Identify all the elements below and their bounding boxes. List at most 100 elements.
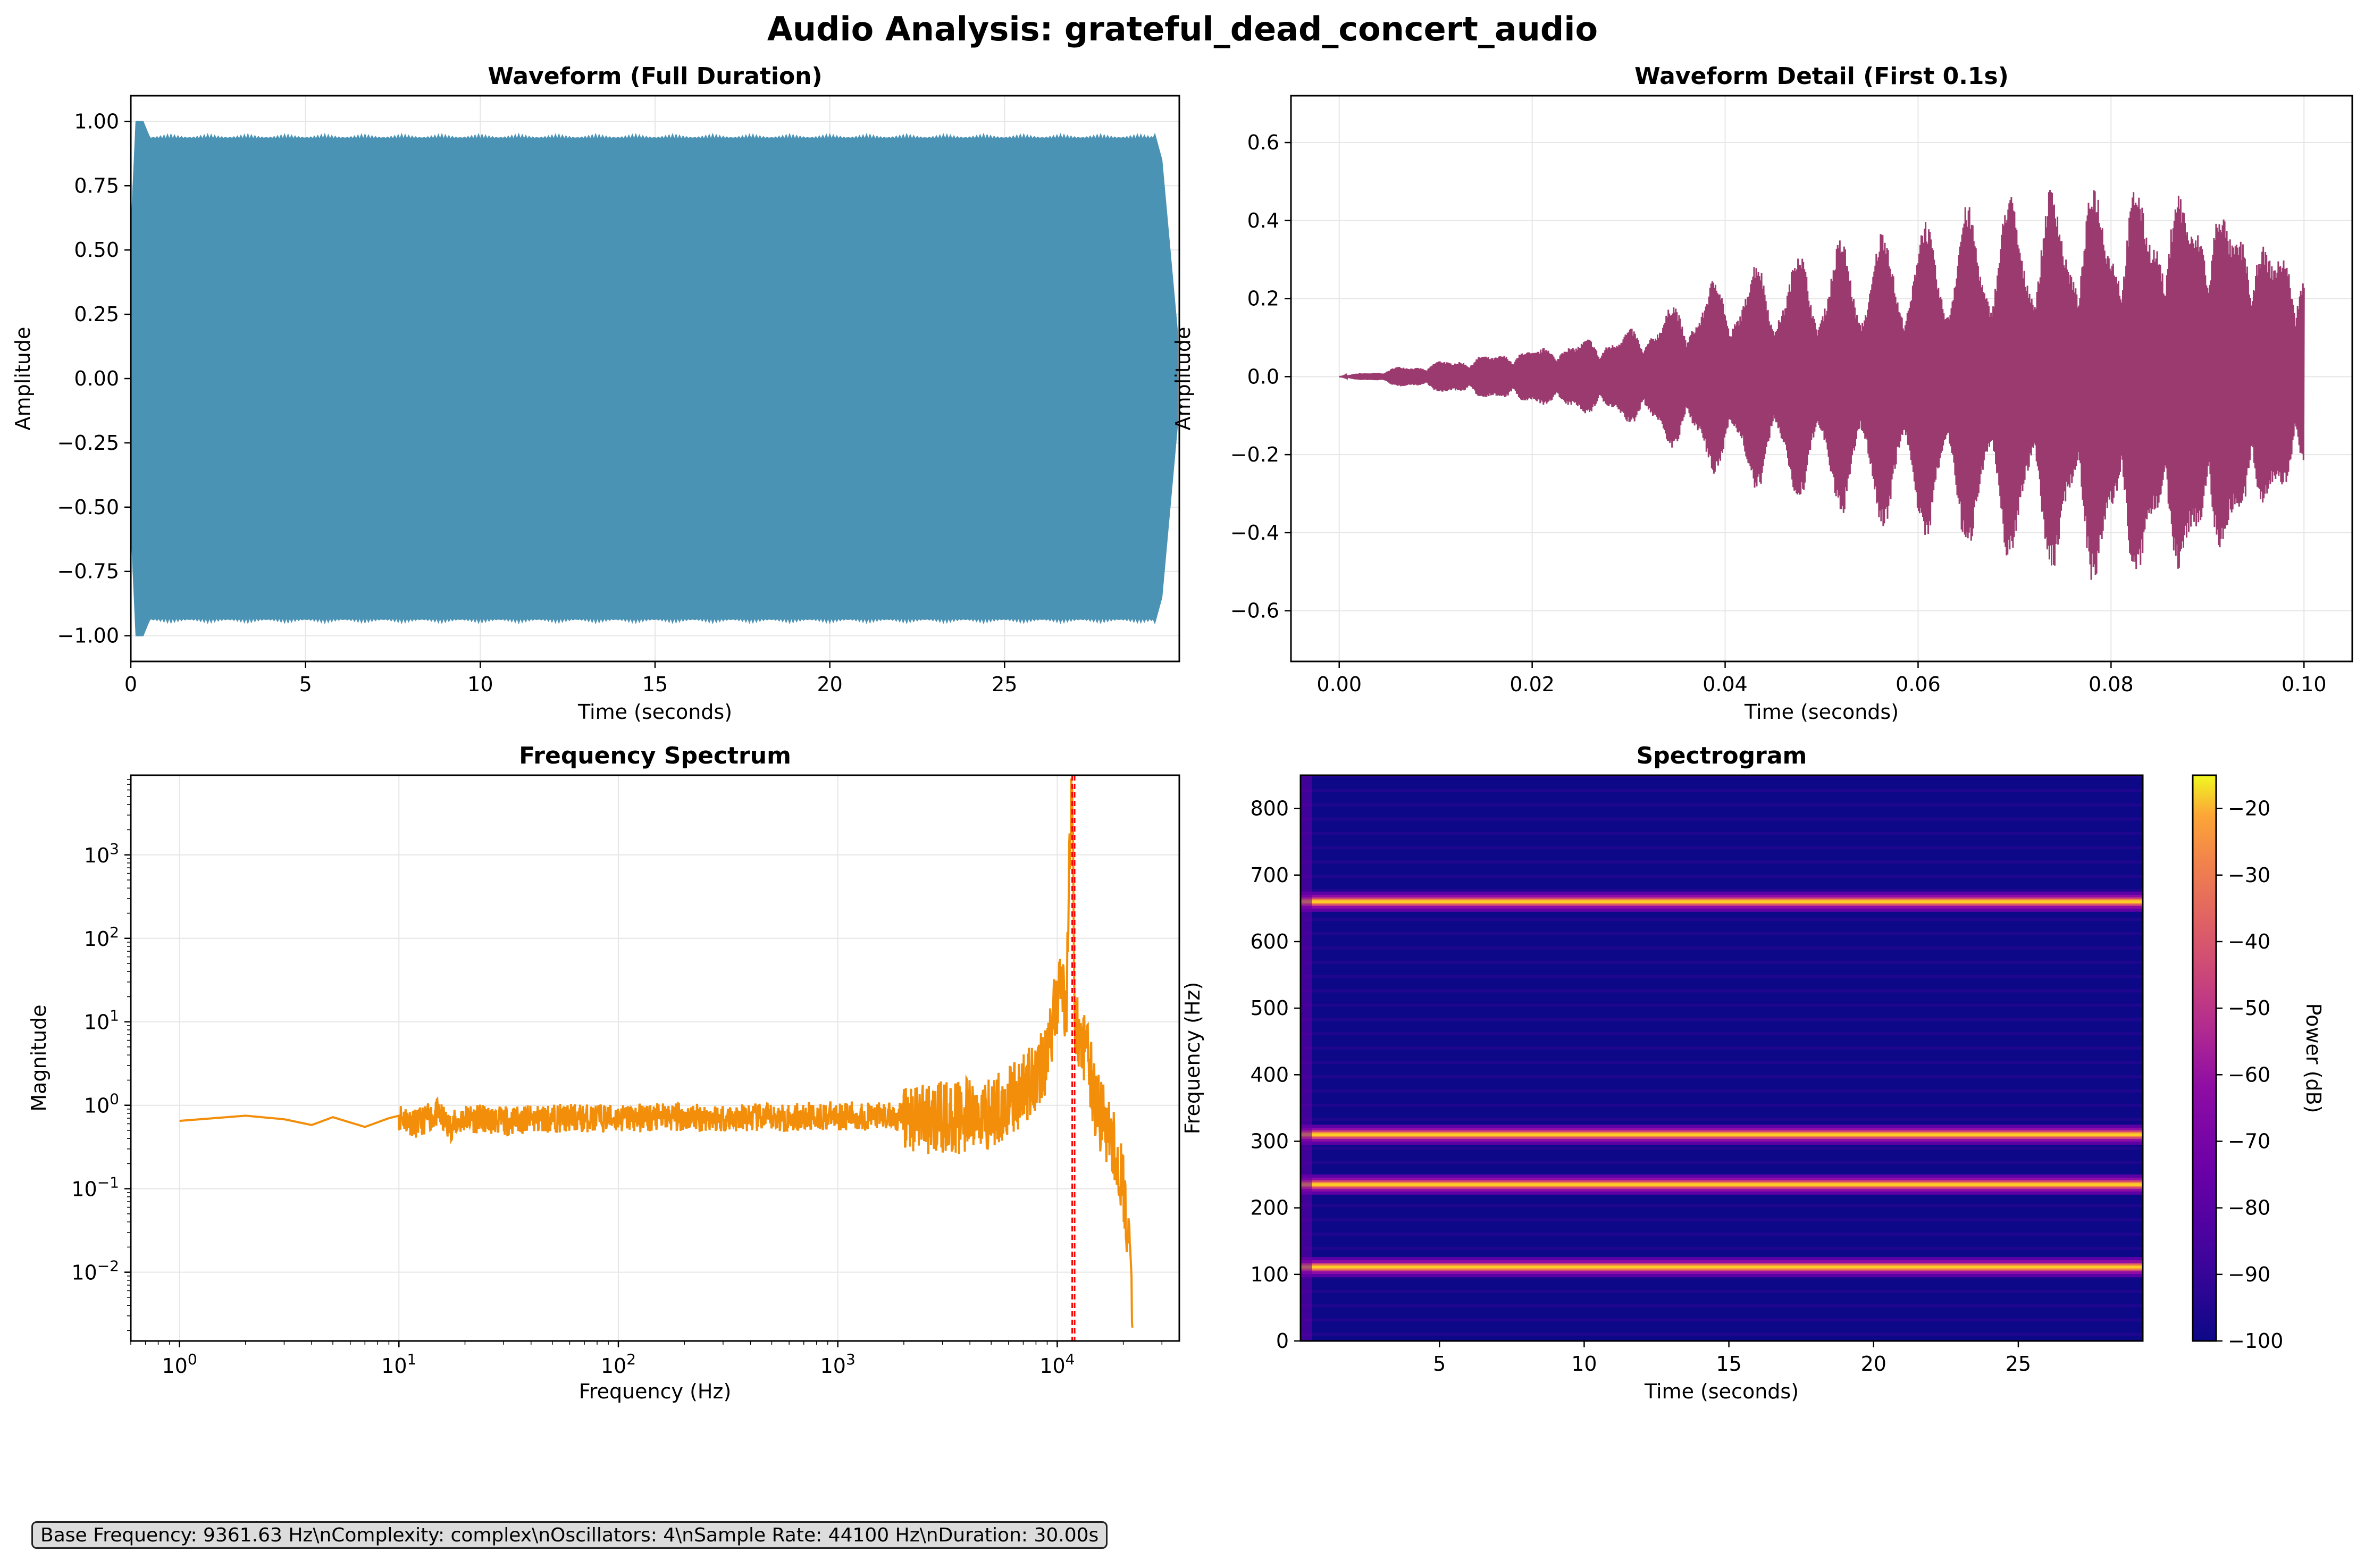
x-tick-label: 20 xyxy=(1861,1352,1886,1376)
y-tick-label: 800 xyxy=(1250,797,1289,820)
spectrogram-band xyxy=(1301,1183,2143,1186)
spectrogram-row xyxy=(1301,1089,2143,1093)
x-tick-label: 0.00 xyxy=(1316,673,1362,696)
y-tick-label: 500 xyxy=(1250,996,1289,1020)
colorbar-tick-label: −90 xyxy=(2228,1263,2270,1286)
spectrogram-row xyxy=(1301,1146,2143,1150)
x-tick-label: 103 xyxy=(820,1351,856,1378)
colorbar-tick-label: −50 xyxy=(2228,996,2270,1020)
x-tick-label: 5 xyxy=(1433,1352,1446,1376)
axes-frame xyxy=(1299,774,2144,1342)
x-tick-label: 101 xyxy=(381,1351,416,1378)
y-tick-label: 100 xyxy=(84,1091,119,1118)
panel-2-axes xyxy=(131,775,1179,1341)
y-tick-label: −0.6 xyxy=(1230,599,1279,623)
y-tick-label: 600 xyxy=(1250,930,1289,953)
spectrogram-row xyxy=(1301,803,2143,807)
spectrogram-row xyxy=(1301,918,2143,921)
x-tick-label: 0.02 xyxy=(1509,673,1555,696)
x-tick-label: 10 xyxy=(467,673,493,696)
spectrogram-image xyxy=(1301,774,2143,1341)
spectrogram-row xyxy=(1301,1003,2143,1007)
colorbar-tick-label: −80 xyxy=(2228,1196,2270,1220)
y-tick-label: 0.00 xyxy=(74,367,119,390)
x-axis-label: Time (seconds) xyxy=(1744,700,1899,724)
y-tick-label: 200 xyxy=(1250,1196,1289,1220)
x-tick-label: 5 xyxy=(299,673,312,696)
spectrogram-row xyxy=(1301,1289,2143,1293)
spectrogram-row xyxy=(1301,789,2143,792)
y-tick-label: −0.25 xyxy=(57,431,119,455)
waveform-full-series xyxy=(130,121,1178,636)
spectrogram-row xyxy=(1301,989,2143,993)
y-tick-label: 0.25 xyxy=(74,303,119,326)
y-tick-label: 0.75 xyxy=(74,174,119,197)
panel-3-frame: 5 10 15 20 25 0 100 200 300 400 500 600 700 800 Spectr… xyxy=(1181,742,2144,1403)
x-tick-label: 25 xyxy=(2006,1352,2031,1376)
panel-title: Waveform (Full Duration) xyxy=(488,63,822,90)
spectrogram-row xyxy=(1301,860,2143,864)
spectrogram-row xyxy=(1301,1318,2143,1322)
x-tick-label: 100 xyxy=(162,1351,197,1378)
x-tick-label: 15 xyxy=(642,673,668,696)
colorbar-tick-label: −30 xyxy=(2228,863,2270,887)
spectrogram-row xyxy=(1301,1304,2143,1307)
y-axis-label: Magnitude xyxy=(27,1004,51,1111)
y-tick-label: 0.6 xyxy=(1247,131,1279,154)
y-tick-label: 0.4 xyxy=(1247,209,1279,232)
axes-frame xyxy=(1290,95,2353,663)
colorbar: −100 −90 −80 −70 −60 −50 −40 −30 −20 Power (dB) xyxy=(2192,774,2325,1353)
x-tick-label: 20 xyxy=(817,673,842,696)
spectrogram-row xyxy=(1301,932,2143,935)
spectrogram-row xyxy=(1301,774,2143,778)
colorbar-tick-label: −100 xyxy=(2228,1329,2283,1353)
x-tick-label: 102 xyxy=(601,1351,636,1378)
y-tick-label: 400 xyxy=(1250,1063,1289,1086)
spectrogram-row xyxy=(1301,1061,2143,1064)
y-axis-label: Amplitude xyxy=(11,327,35,431)
colorbar-gradient xyxy=(2192,774,2217,1342)
panel-title: Spectrogram xyxy=(1637,742,1807,769)
colorbar-tick-label: −20 xyxy=(2228,797,2270,820)
y-tick-label: 0.0 xyxy=(1247,365,1279,388)
x-tick-label: 0.04 xyxy=(1703,673,1748,696)
colorbar-label: Power (dB) xyxy=(2302,1003,2325,1113)
spectrogram-row xyxy=(1301,1032,2143,1036)
spectrogram-row xyxy=(1301,960,2143,964)
waveform-area xyxy=(130,121,1178,636)
spectrogram-row xyxy=(1301,1332,2143,1336)
panel-1-frame: 0.00 0.02 0.04 0.06 0.08 0.10 −0.6 −0.4 −0.2 0.0 0… xyxy=(1171,63,2353,724)
x-tick-label: 104 xyxy=(1039,1351,1075,1378)
info-box: Base Frequency: 9361.63 Hz\nComplexity: … xyxy=(31,1521,1108,1549)
spectrogram-band xyxy=(1301,1265,2143,1269)
y-tick-label: 10−1 xyxy=(71,1174,119,1201)
y-tick-label: 101 xyxy=(84,1007,119,1034)
y-tick-label: 102 xyxy=(84,924,119,951)
waveform-detail-line xyxy=(1339,190,2305,580)
x-tick-label: 15 xyxy=(1716,1352,1741,1376)
spectrogram-row xyxy=(1301,1018,2143,1021)
spectrogram-background xyxy=(1301,775,2143,1341)
spectrogram-onset xyxy=(1301,775,1312,1341)
y-tick-label: 1.00 xyxy=(74,110,119,133)
spectrogram-row xyxy=(1301,875,2143,878)
spectrogram-band xyxy=(1301,1133,2143,1136)
x-tick-label: 0.06 xyxy=(1896,673,1941,696)
x-tick-label: 0.10 xyxy=(2282,673,2327,696)
minor-ticks xyxy=(127,779,1163,1345)
x-tick-label: 0.08 xyxy=(2089,673,2134,696)
spectrogram-row xyxy=(1301,1204,2143,1208)
spectrogram-row xyxy=(1301,889,2143,893)
colorbar-tick-label: −70 xyxy=(2228,1129,2270,1153)
spectrogram-row xyxy=(1301,1232,2143,1236)
y-tick-label: 0.2 xyxy=(1247,287,1279,311)
y-tick-label: 0.50 xyxy=(74,238,119,262)
colorbar-tick-label: −60 xyxy=(2228,1063,2270,1086)
y-tick-label: −0.4 xyxy=(1230,521,1279,544)
x-axis-label: Time (seconds) xyxy=(577,700,732,724)
y-tick-label: 300 xyxy=(1250,1129,1289,1153)
spectrogram-row xyxy=(1301,1247,2143,1251)
spectrogram-row xyxy=(1301,1118,2143,1121)
y-tick-label: 700 xyxy=(1250,863,1289,887)
